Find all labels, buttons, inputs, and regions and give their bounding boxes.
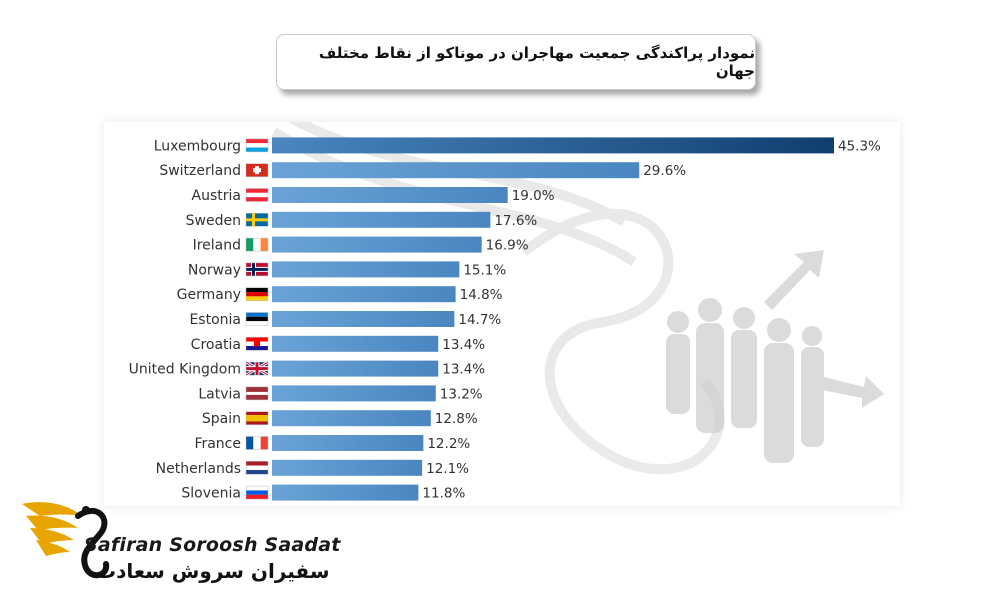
value-label-austria: 19.0% [512, 188, 555, 204]
bar-netherlands [272, 459, 423, 476]
bar-switzerland [272, 162, 640, 179]
value-label-spain: 12.8% [435, 411, 478, 427]
uk-flag-icon [245, 360, 269, 377]
category-label-france: France [194, 436, 241, 452]
category-label-slovenia: Slovenia [181, 486, 241, 502]
value-label-sweden: 17.6% [494, 213, 537, 229]
croatia-flag-icon [245, 337, 269, 351]
bar-slovenia [272, 484, 419, 501]
bar-estonia [272, 311, 455, 327]
bar-croatia [272, 335, 439, 352]
category-label-sweden: Sweden [186, 213, 241, 229]
estonia-flag-icon [245, 312, 269, 326]
bar-spain [272, 410, 431, 427]
spain-flag-icon [245, 411, 269, 425]
category-label-germany: Germany [177, 287, 241, 303]
slovenia-flag-icon [245, 485, 269, 500]
wing-icon [22, 502, 82, 556]
bar-ireland [272, 236, 482, 253]
value-label-luxembourg: 45.3% [838, 138, 881, 154]
brand-name-fa: سفیران سروش سعادت [96, 559, 330, 583]
bar-france [272, 435, 424, 451]
ireland-flag-icon [245, 237, 269, 252]
value-label-ireland: 16.9% [486, 238, 529, 254]
value-label-croatia: 13.4% [442, 337, 485, 353]
category-label-croatia: Croatia [191, 337, 241, 353]
chart-panel: 45.3% Luxembourg 29.6% Switzerland 19.0% Aust… [104, 122, 900, 506]
brand-logo [22, 502, 110, 579]
category-label-netherlands: Netherlands [156, 461, 241, 477]
category-label-norway: Norway [188, 262, 241, 278]
category-label-latvia: Latvia [198, 386, 241, 402]
value-label-united-kingdom: 13.4% [442, 362, 485, 378]
bar-sweden [272, 211, 491, 228]
value-label-netherlands: 12.1% [426, 461, 469, 477]
category-label-ireland: Ireland [193, 238, 241, 254]
value-label-switzerland: 29.6% [643, 163, 686, 179]
category-label-spain: Spain [202, 411, 241, 427]
latvia-flag-icon [245, 386, 269, 401]
netherlands-flag-icon [245, 461, 269, 475]
swan-icon [75, 508, 110, 579]
value-label-france: 12.2% [427, 436, 470, 452]
bar-latvia [272, 385, 436, 402]
category-label-austria: Austria [192, 188, 241, 204]
category-label-switzerland: Switzerland [159, 163, 241, 179]
bar-luxembourg [272, 137, 834, 154]
value-label-germany: 14.8% [460, 287, 503, 303]
luxembourg-flag-icon [245, 138, 269, 153]
norway-flag-icon [245, 262, 269, 277]
value-label-latvia: 13.2% [440, 386, 483, 402]
chart-title: نمودار پراکندگی جمعیت مهاجران در موناکو … [276, 34, 756, 90]
category-label-united-kingdom: United Kingdom [129, 362, 241, 378]
category-label-estonia: Estonia [189, 312, 241, 328]
bar-norway [272, 261, 460, 278]
sweden-flag-icon [245, 213, 269, 227]
brand-name-en: Safiran Soroosh Saadat [84, 534, 341, 556]
bar-united-kingdom [272, 360, 439, 377]
france-flag-icon [245, 436, 269, 450]
austria-flag-icon [245, 188, 269, 202]
value-label-estonia: 14.7% [458, 312, 501, 328]
bar-chart: 45.3% Luxembourg 29.6% Switzerland 19.0% Aust… [129, 137, 881, 502]
value-label-slovenia: 11.8% [422, 486, 465, 502]
value-label-norway: 15.1% [463, 262, 506, 278]
bar-germany [272, 286, 456, 303]
bar-austria [272, 187, 508, 203]
switzerland-flag-icon [245, 163, 269, 177]
germany-flag-icon [245, 287, 269, 301]
category-label-luxembourg: Luxembourg [154, 138, 241, 154]
